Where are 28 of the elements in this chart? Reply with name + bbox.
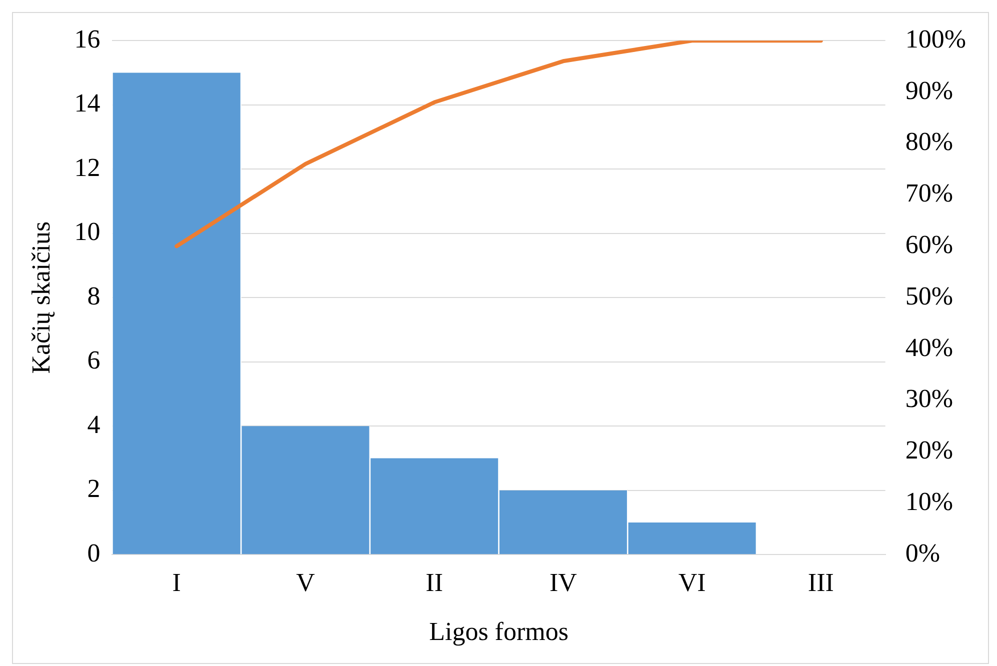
y-tick-label: 0 [87,538,100,568]
y-tick-label: 2 [87,474,100,504]
y2-tick-label: 40% [905,332,954,362]
y2-tick-label: 30% [905,384,954,414]
y2-tick-label: 50% [905,281,954,310]
y-tick-label: 8 [87,281,100,310]
y-axis-title: Kačių skaičius [26,221,56,374]
x-tick-label: I [172,568,181,598]
y2-tick-label: 90% [905,76,954,105]
y-tick-label: 6 [87,346,100,375]
x-tick-label: IV [549,568,578,598]
y2-tick-label: 80% [905,127,954,156]
y-tick-label: 4 [87,410,100,439]
x-tick-label: II [426,568,444,598]
x-tick-label: V [296,568,316,598]
y-tick-label: 10 [74,217,100,246]
y2-tick-label: 100% [905,24,966,54]
y-tick-label: 12 [74,152,100,182]
y2-tick-label: 60% [905,230,954,260]
x-tick-label: III [808,568,834,598]
y-tick-label: 14 [74,88,100,118]
x-axis-title: Ligos formos [429,617,568,646]
y2-tick-label: 0% [905,538,940,568]
y2-tick-label: 20% [905,436,954,465]
x-tick-label: VI [678,568,706,598]
y2-tick-label: 70% [905,178,954,208]
y-tick-label: 16 [74,24,100,54]
y2-tick-label: 10% [905,487,954,516]
